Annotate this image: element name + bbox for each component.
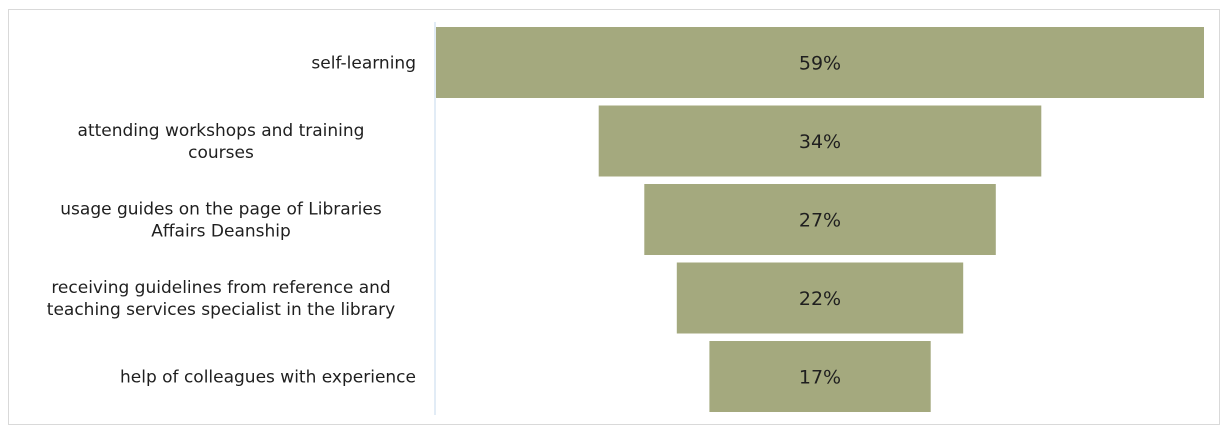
funnel-bar: [644, 184, 996, 255]
funnel-bar: [598, 105, 1042, 177]
category-label-line: teaching services specialist in the libr…: [47, 300, 395, 320]
category-label-line: receiving guidelines from reference and: [51, 278, 390, 298]
funnel-bar: [436, 27, 1204, 98]
category-label-line: Affairs Deanship: [151, 222, 291, 242]
funnel-bar: [709, 341, 931, 412]
category-label: usage guides on the page of Libraries Aff…: [60, 200, 382, 242]
category-label-line: usage guides on the page of Libraries: [60, 200, 382, 220]
category-label-line: attending workshops and training: [78, 121, 365, 141]
category-label: self-learning: [311, 54, 416, 74]
category-label: help of colleagues with experience: [120, 368, 416, 388]
category-label: attending workshops and training courses: [78, 121, 365, 163]
category-label: receiving guidelines from reference and t…: [47, 278, 395, 320]
data-label: 22%: [799, 288, 841, 310]
data-label: 17%: [799, 367, 841, 389]
category-label-line: courses: [188, 143, 254, 163]
data-label: 34%: [799, 131, 841, 153]
data-label: 27%: [799, 210, 841, 232]
funnel-bar: [676, 262, 964, 334]
data-label: 59%: [799, 53, 841, 75]
